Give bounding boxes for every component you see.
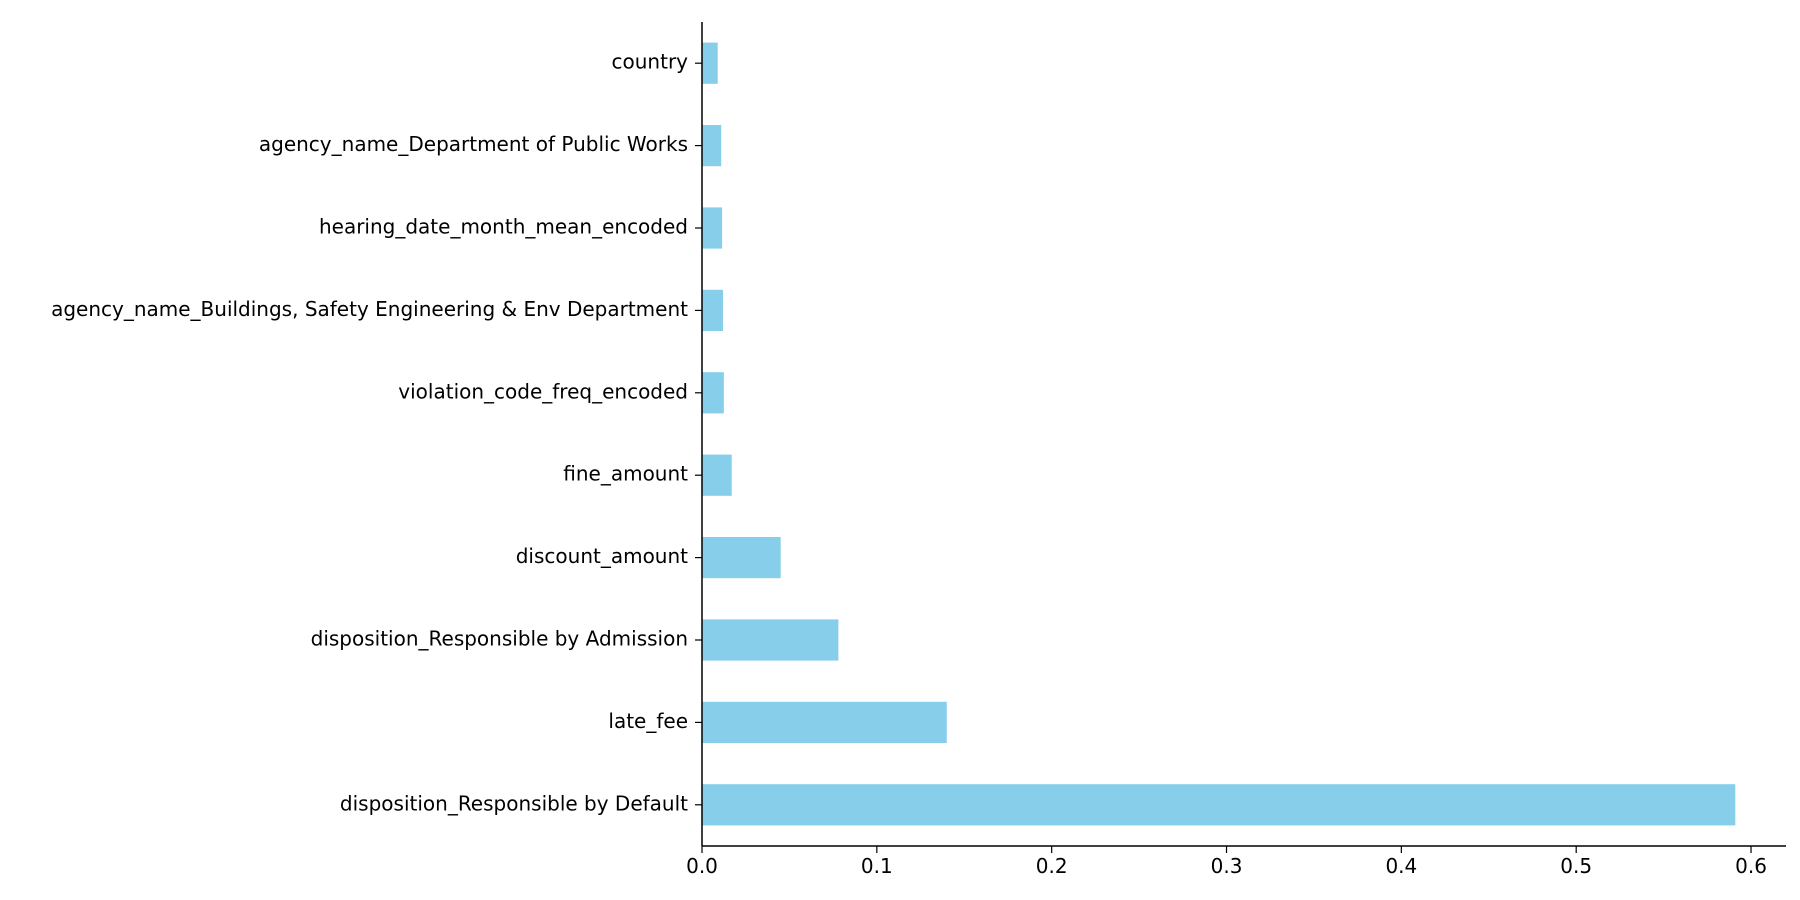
y-tick-label: violation_code_freq_encoded <box>398 379 688 403</box>
x-tick-label: 0.6 <box>1735 854 1767 878</box>
x-tick-label: 0.0 <box>686 854 718 878</box>
x-tick-label: 0.5 <box>1560 854 1592 878</box>
bar-9 <box>702 784 1736 826</box>
y-tick-label: late_fee <box>608 709 688 733</box>
y-axis-ticks: country agency_name_Department of Public … <box>51 50 702 815</box>
y-tick-label: fine_amount <box>563 462 688 486</box>
bar-4 <box>702 372 724 414</box>
bar-0 <box>702 42 718 84</box>
x-axis-ticks: 0.0 0.1 0.2 0.3 0.4 0.5 0.6 <box>686 846 1767 878</box>
y-tick-label: country <box>612 50 689 74</box>
bar-1 <box>702 125 722 167</box>
x-tick-label: 0.2 <box>1036 854 1068 878</box>
bar-7 <box>702 619 839 661</box>
bars-group <box>702 42 1736 826</box>
y-tick-label: agency_name_Department of Public Works <box>259 132 688 156</box>
x-tick-label: 0.1 <box>861 854 893 878</box>
y-tick-label: disposition_Responsible by Admission <box>311 627 688 651</box>
bar-8 <box>702 701 947 743</box>
x-tick-label: 0.4 <box>1385 854 1417 878</box>
bar-2 <box>702 207 723 249</box>
y-tick-label: disposition_Responsible by Default <box>340 791 688 815</box>
y-tick-label: agency_name_Buildings, Safety Engineerin… <box>51 297 688 321</box>
y-tick-label: discount_amount <box>516 544 688 568</box>
bar-3 <box>702 289 723 331</box>
bar-5 <box>702 454 732 496</box>
bar-6 <box>702 537 781 579</box>
x-tick-label: 0.3 <box>1211 854 1243 878</box>
y-tick-label: hearing_date_month_mean_encoded <box>319 215 688 239</box>
